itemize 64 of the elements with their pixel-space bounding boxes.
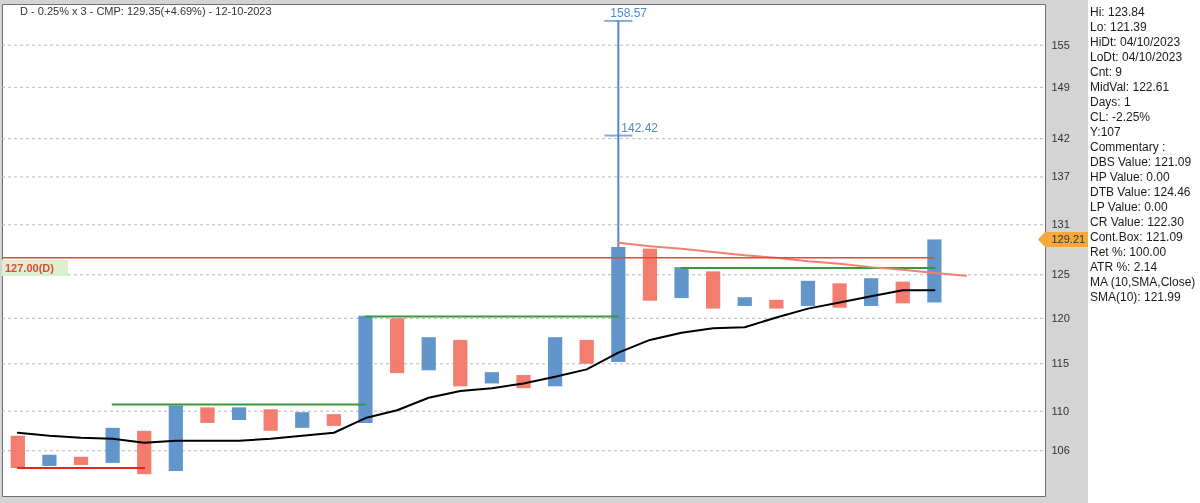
y-tick-label: 106 xyxy=(1051,444,1070,457)
y-tick-label: 110 xyxy=(1051,404,1070,417)
text: MidVal: 122.61 xyxy=(1090,80,1170,94)
y-tick-label: 142 xyxy=(1051,132,1070,145)
bar xyxy=(706,271,721,309)
text: MA (10,SMA,Close) xyxy=(1090,275,1196,289)
bar xyxy=(326,414,341,426)
bar xyxy=(73,456,89,465)
bar xyxy=(263,409,278,431)
text: Y:107 xyxy=(1090,125,1122,139)
text: Ret %: 100.00 xyxy=(1090,245,1167,259)
text: LP Value: 0.00 xyxy=(1090,200,1168,214)
bar xyxy=(42,454,57,466)
text: Cnt: 9 xyxy=(1090,65,1123,79)
y-tick-label: 125 xyxy=(1051,268,1070,281)
text: DTB Value: 124.46 xyxy=(1090,185,1191,199)
y-tick-label: 131 xyxy=(1051,218,1070,231)
bar xyxy=(642,248,658,301)
text: Cont.Box: 121.09 xyxy=(1090,230,1184,244)
text: Days: 1 xyxy=(1090,95,1132,109)
bar xyxy=(168,405,183,472)
bar xyxy=(674,267,689,299)
text: HP Value: 0.00 xyxy=(1090,170,1170,184)
bar xyxy=(10,435,25,469)
ref-line-label: 127.00(D) xyxy=(5,261,55,274)
bar xyxy=(105,427,120,463)
bar xyxy=(200,407,215,423)
y-tick-label: 137 xyxy=(1051,170,1070,183)
bar xyxy=(547,337,563,387)
bar xyxy=(832,283,847,308)
bar xyxy=(579,339,594,364)
text: LoDt: 04/10/2023 xyxy=(1090,50,1183,64)
bar xyxy=(769,299,784,309)
text: CR Value: 122.30 xyxy=(1090,215,1185,229)
text: CL: -2.25% xyxy=(1090,110,1151,124)
bar xyxy=(800,280,816,306)
bar xyxy=(864,278,879,306)
text: Hi: 123.84 xyxy=(1090,5,1146,19)
chart-title: D - 0.25% x 3 - CMP: 129.35(+4.69%) - 12-10-2023 xyxy=(20,5,272,17)
line-series xyxy=(16,289,936,444)
y-tick-label: 115 xyxy=(1051,357,1070,370)
text: SMA(10): 121.99 xyxy=(1090,290,1182,304)
text: Lo: 121.39 xyxy=(1090,20,1148,34)
y-tick-label: 129.21 xyxy=(1051,232,1086,245)
bar xyxy=(231,407,247,420)
ref-line-label: 142.42 xyxy=(621,120,659,135)
bar xyxy=(358,315,373,423)
annotation: 158.57 xyxy=(610,5,648,20)
bar xyxy=(421,337,436,371)
y-tick-label: 120 xyxy=(1051,311,1070,324)
bar xyxy=(453,339,468,387)
bar xyxy=(927,239,942,303)
bar xyxy=(737,297,752,306)
text: DBS Value: 121.09 xyxy=(1090,155,1192,169)
bar xyxy=(484,372,500,384)
y-tick-label: 155 xyxy=(1051,38,1070,51)
bar xyxy=(295,412,310,428)
line-series xyxy=(617,241,967,277)
text: Commentary : xyxy=(1090,140,1166,154)
bar xyxy=(389,318,405,374)
y-tick-label: 149 xyxy=(1051,80,1070,93)
text: ATR %: 2.14 xyxy=(1090,260,1158,274)
bar xyxy=(137,430,152,475)
text: HiDt: 04/10/2023 xyxy=(1090,35,1181,49)
